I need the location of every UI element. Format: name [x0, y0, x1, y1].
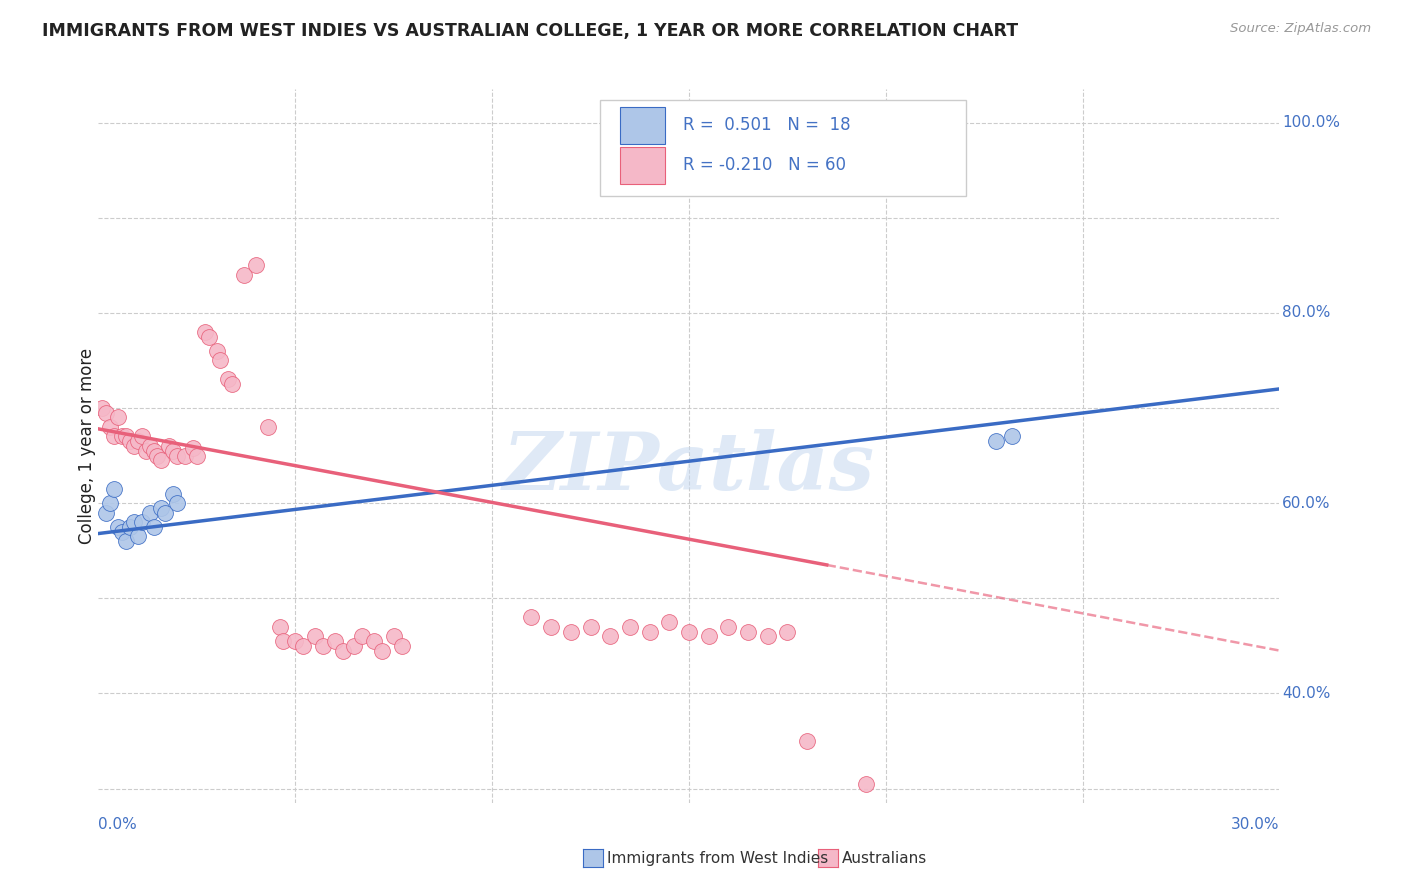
Text: ZIPatlas: ZIPatlas	[503, 429, 875, 506]
Text: 100.0%: 100.0%	[1282, 115, 1340, 130]
Point	[363, 634, 385, 648]
Point	[332, 643, 354, 657]
Point	[540, 620, 562, 634]
Point	[209, 353, 232, 368]
Point	[205, 343, 228, 358]
Point	[197, 329, 219, 343]
Text: Source: ZipAtlas.com: Source: ZipAtlas.com	[1230, 22, 1371, 36]
Point	[304, 629, 326, 643]
Point	[855, 777, 877, 791]
Point	[150, 500, 173, 515]
Point	[181, 441, 204, 455]
Point	[1001, 429, 1024, 443]
Point	[111, 524, 134, 539]
Point	[256, 420, 278, 434]
Point	[560, 624, 582, 639]
Point	[122, 439, 145, 453]
Text: 40.0%: 40.0%	[1282, 686, 1330, 701]
Point	[382, 629, 405, 643]
Text: 0.0%: 0.0%	[98, 817, 138, 832]
Point	[138, 506, 160, 520]
Point	[162, 443, 184, 458]
Point	[697, 629, 720, 643]
Point	[776, 624, 799, 639]
Point	[756, 629, 779, 643]
Point	[98, 420, 121, 434]
Point	[115, 534, 138, 549]
Point	[107, 410, 129, 425]
Point	[352, 629, 374, 643]
Point	[103, 429, 125, 443]
Point	[292, 639, 315, 653]
Point	[194, 325, 217, 339]
Point	[269, 620, 291, 634]
Point	[157, 439, 180, 453]
Point	[146, 449, 169, 463]
Point	[135, 443, 157, 458]
Text: IMMIGRANTS FROM WEST INDIES VS AUSTRALIAN COLLEGE, 1 YEAR OR MORE CORRELATION CH: IMMIGRANTS FROM WEST INDIES VS AUSTRALIA…	[42, 22, 1018, 40]
Point	[520, 610, 543, 624]
Point	[127, 434, 149, 449]
Point	[273, 634, 295, 648]
Point	[579, 620, 602, 634]
Point	[96, 406, 118, 420]
Point	[131, 429, 153, 443]
Point	[323, 634, 346, 648]
Point	[658, 615, 681, 629]
Point	[284, 634, 307, 648]
Point	[717, 620, 740, 634]
Point	[118, 434, 141, 449]
Point	[131, 515, 153, 529]
Text: R = -0.210   N = 60: R = -0.210 N = 60	[683, 156, 846, 174]
Point	[217, 372, 239, 386]
Point	[127, 529, 149, 543]
FancyBboxPatch shape	[620, 106, 665, 144]
Point	[186, 449, 208, 463]
Point	[391, 639, 413, 653]
Point	[166, 449, 188, 463]
Point	[162, 486, 184, 500]
Point	[174, 449, 197, 463]
Point	[91, 401, 114, 415]
Point	[98, 496, 121, 510]
Point	[142, 520, 165, 534]
Text: R =  0.501   N =  18: R = 0.501 N = 18	[683, 116, 851, 134]
Point	[115, 429, 138, 443]
Point	[984, 434, 1007, 449]
Text: 30.0%: 30.0%	[1232, 817, 1279, 832]
Point	[155, 506, 177, 520]
FancyBboxPatch shape	[620, 146, 665, 184]
Point	[638, 624, 661, 639]
Point	[245, 258, 267, 272]
Point	[312, 639, 335, 653]
Point	[737, 624, 759, 639]
FancyBboxPatch shape	[600, 100, 966, 196]
Point	[107, 520, 129, 534]
Y-axis label: College, 1 year or more: College, 1 year or more	[79, 348, 96, 544]
Text: 60.0%: 60.0%	[1282, 496, 1330, 510]
Point	[343, 639, 366, 653]
Point	[233, 268, 256, 282]
Point	[166, 496, 188, 510]
Point	[599, 629, 621, 643]
Point	[371, 643, 394, 657]
Text: Immigrants from West Indies: Immigrants from West Indies	[607, 851, 828, 865]
Point	[103, 482, 125, 496]
Text: Australians: Australians	[842, 851, 928, 865]
Point	[221, 377, 243, 392]
Point	[619, 620, 641, 634]
Point	[118, 520, 141, 534]
Point	[138, 439, 160, 453]
Point	[96, 506, 118, 520]
Point	[150, 453, 173, 467]
Point	[142, 443, 165, 458]
Point	[111, 429, 134, 443]
Text: 80.0%: 80.0%	[1282, 305, 1330, 320]
Point	[678, 624, 700, 639]
Point	[796, 734, 818, 748]
Point	[122, 515, 145, 529]
